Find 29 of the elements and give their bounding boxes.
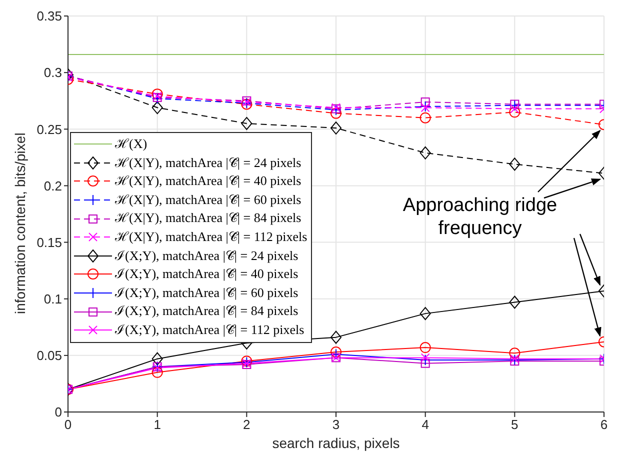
x-tick-label: 4 [422, 417, 429, 432]
y-tick-label: 0.3 [44, 65, 62, 80]
legend-label: ℐ(X;Y), matchArea |𝒞̂| = 112 pixels [115, 320, 304, 339]
legend-label: ℐ(X;Y), matchArea |𝒞̂| = 24 pixels [115, 246, 298, 265]
legend-label: ℐ(X;Y), matchArea |𝒞̂| = 40 pixels [115, 265, 298, 284]
x-tick-label: 5 [511, 417, 518, 432]
y-tick-label: 0.35 [36, 8, 62, 24]
legend-label: ℋ(X|Y), matchArea |𝒞̂| = 60 pixels [115, 190, 302, 209]
legend-label: ℐ(X;Y), matchArea |𝒞̂| = 84 pixels [115, 302, 298, 320]
x-tick-label: 0 [64, 417, 72, 432]
x-axis-title: search radius, pixels [272, 435, 400, 451]
legend-label: ℋ(X) [115, 135, 148, 153]
x-tick-label: 3 [332, 417, 340, 432]
y-tick-label: 0.25 [36, 122, 62, 137]
x-tick-label: 2 [243, 417, 250, 432]
y-tick-label: 0 [54, 404, 62, 420]
y-tick-label: 0.1 [44, 291, 62, 306]
legend-label: ℋ(X|Y), matchArea |𝒞̂| = 112 pixels [115, 228, 308, 246]
annotation: Approaching ridge frequency [402, 194, 558, 240]
y-axis-title: information content, bits/pixel [12, 132, 28, 314]
legend-label: ℐ(X;Y), matchArea |𝒞̂| = 60 pixels [115, 284, 298, 302]
y-tick-label: 0.15 [36, 234, 62, 250]
legend-label: ℋ(X|Y), matchArea |𝒞̂| = 24 pixels [115, 154, 302, 172]
y-tick-label: 0.05 [36, 348, 62, 364]
y-tick-label: 0.2 [44, 178, 62, 194]
legend-label: ℋ(X|Y), matchArea |𝒞̂| = 40 pixels [115, 172, 302, 190]
legend-label: ℋ(X|Y), matchArea |𝒞̂| = 84 pixels [115, 209, 302, 228]
x-tick-label: 1 [154, 417, 161, 432]
x-tick-label: 6 [600, 417, 608, 432]
